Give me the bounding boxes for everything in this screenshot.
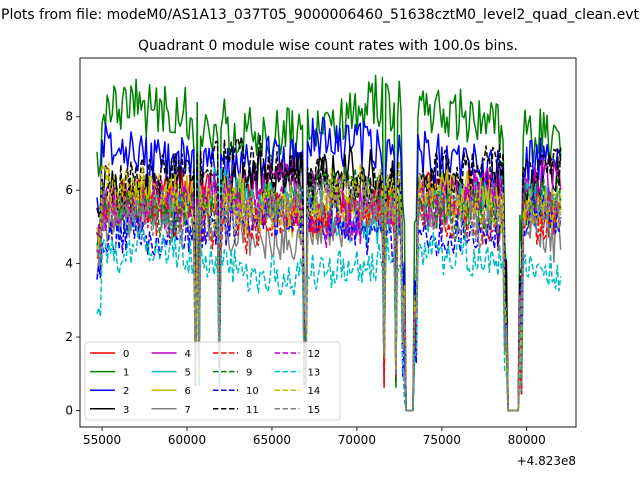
- y-axis: 0 2 4 6 8: [65, 110, 80, 417]
- figure-suptitle: Plots from file: modeM0/AS1A13_037T05_90…: [1, 7, 639, 23]
- legend-label-13: 13: [308, 368, 321, 379]
- legend-label-9: 9: [246, 368, 252, 379]
- legend-label-1: 1: [123, 368, 129, 379]
- x-tick-label: 70000: [338, 433, 376, 447]
- series-line-1: [96, 74, 562, 412]
- series-line-13: [96, 228, 562, 412]
- x-axis: 55000 60000 65000 70000 75000 80000: [83, 427, 546, 447]
- legend-label-0: 0: [123, 349, 129, 360]
- y-tick-label: 0: [65, 403, 73, 417]
- y-tick-label: 2: [65, 330, 73, 344]
- x-tick-label: 65000: [253, 433, 291, 447]
- x-tick-label: 75000: [423, 433, 461, 447]
- series-line-10: [96, 191, 562, 412]
- y-tick-label: 4: [65, 257, 73, 271]
- legend-label-15: 15: [308, 405, 321, 416]
- legend-label-6: 6: [185, 386, 191, 397]
- legend-label-10: 10: [246, 386, 259, 397]
- x-tick-label: 80000: [508, 433, 546, 447]
- legend-label-3: 3: [123, 405, 129, 416]
- legend-label-4: 4: [185, 349, 191, 360]
- x-offset-label: +4.823e8: [517, 454, 576, 468]
- legend-label-12: 12: [308, 349, 321, 360]
- series-layer: [96, 74, 562, 412]
- y-tick-label: 6: [65, 183, 73, 197]
- series-line-15: [96, 175, 562, 412]
- y-tick-label: 8: [65, 110, 73, 124]
- legend-label-14: 14: [308, 386, 321, 397]
- series-line-9: [96, 165, 562, 412]
- legend-label-5: 5: [185, 368, 191, 379]
- x-tick-label: 60000: [168, 433, 206, 447]
- legend-label-2: 2: [123, 386, 129, 397]
- legend-label-7: 7: [185, 405, 191, 416]
- legend-box: [84, 341, 341, 421]
- legend-label-8: 8: [246, 349, 252, 360]
- chart-title: Quadrant 0 module wise count rates with …: [138, 38, 518, 54]
- legend-label-11: 11: [246, 405, 259, 416]
- plot-frame: [79, 57, 577, 428]
- x-tick-label: 55000: [83, 433, 121, 447]
